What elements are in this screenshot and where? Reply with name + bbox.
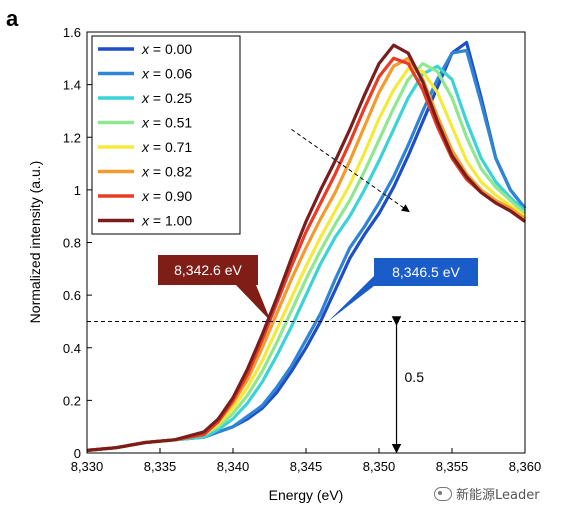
y-tick-label: 0.4 [63, 341, 81, 356]
annotations: 0.5 8,342.6 eV 8,346.5 eV [87, 128, 525, 454]
callout-right: 8,346.5 eV [327, 258, 478, 322]
x-tick-label: 8,335 [144, 459, 177, 474]
legend-entry: x = 0.25 [141, 90, 192, 106]
y-axis-title: Normalized intensity (a.u.) [27, 161, 43, 324]
trend-arrow [291, 128, 410, 213]
axes: 8,330 8,335 8,340 8,345 8,350 8,355 8,360 0 0.2 0… [63, 25, 541, 474]
series-line-7 [86, 43, 526, 452]
x-tick-label: 8,360 [509, 459, 542, 474]
legend-entry: x = 0.82 [141, 164, 192, 180]
x-tick-label: 8,350 [363, 459, 396, 474]
callout-left: 8,342.6 eV [158, 255, 271, 322]
y-tick-label: 0 [74, 446, 81, 461]
legend-entry: x = 0.06 [141, 66, 192, 82]
chat-bubble-icon [434, 486, 452, 501]
x-tick-label: 8,355 [436, 459, 469, 474]
callout-right-text: 8,346.5 eV [392, 264, 460, 280]
legend-entry: x = 1.00 [141, 213, 192, 229]
legend-entry: x = 0.90 [141, 188, 192, 204]
y-tick-label: 1.6 [63, 25, 81, 40]
legend-box [91, 35, 241, 235]
half-height-label: 0.5 [405, 369, 425, 385]
legend-entry: x = 0.71 [141, 139, 192, 155]
x-tick-label: 8,345 [290, 459, 323, 474]
y-tick-label: 0.2 [63, 393, 81, 408]
legend-entry: x = 0.51 [141, 115, 192, 131]
legend-entry: x = 0.00 [141, 41, 192, 57]
panel-label: a [6, 6, 19, 31]
legend: x = 0.00 x = 0.06 x = 0.25 x = 0.51 x = 0.71… [91, 35, 241, 235]
x-tick-label: 8,340 [217, 459, 250, 474]
watermark-text: 新能源Leader [456, 488, 540, 503]
callout-left-text: 8,342.6 eV [174, 262, 242, 278]
x-axis-title: Energy (eV) [269, 487, 344, 503]
series-line-2 [86, 64, 527, 452]
x-tick-label: 8,330 [71, 459, 104, 474]
series-curves [86, 40, 527, 452]
y-tick-label: 1.2 [63, 130, 81, 145]
y-tick-label: 1.4 [63, 78, 81, 93]
y-tick-label: 0.8 [63, 236, 81, 251]
y-tick-label: 0.6 [63, 288, 81, 303]
watermark: 新能源Leader [434, 484, 540, 503]
y-tick-label: 1 [74, 183, 81, 198]
